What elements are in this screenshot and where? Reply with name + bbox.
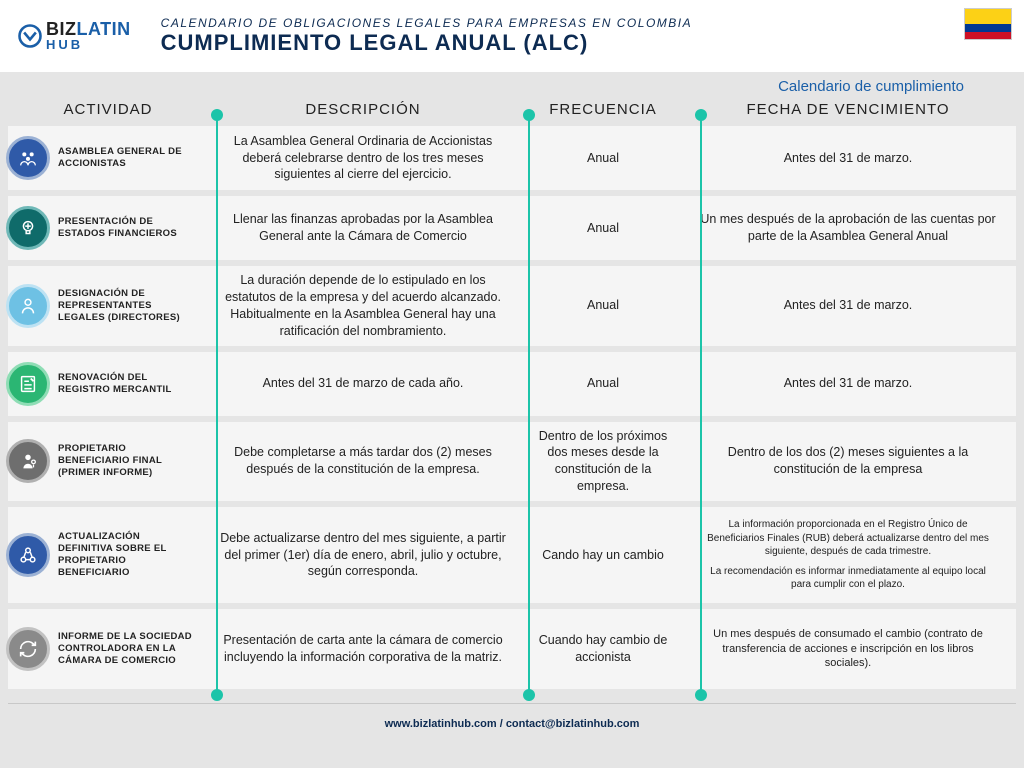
activity-cell: DESIGNACIÓN DE REPRESENTANTES LEGALES (D… <box>8 278 208 334</box>
table-row: ASAMBLEA GENERAL DE ACCIONISTAS La Asambl… <box>8 126 1016 190</box>
table-row: PROPIETARIO BENEFICIARIO FINAL (PRIMER I… <box>8 422 1016 502</box>
logo-hub: HUB <box>46 39 131 51</box>
description-cell: Llenar las finanzas aprobadas por la Asa… <box>208 205 518 251</box>
logo-latin: LATIN <box>77 19 131 39</box>
divider-line <box>700 115 702 695</box>
description-cell: Debe completarse a más tardar dos (2) me… <box>208 438 518 484</box>
col-description: DESCRIPCIÓN <box>208 101 518 118</box>
activity-label: PRESENTACIÓN DE ESTADOS FINANCIEROS <box>58 216 196 240</box>
table-row: INFORME DE LA SOCIEDAD CONTROLADORA EN L… <box>8 609 1016 689</box>
activity-cell: INFORME DE LA SOCIEDAD CONTROLADORA EN L… <box>8 621 208 677</box>
frequency-cell: Anual <box>518 369 688 398</box>
activity-cell: ASAMBLEA GENERAL DE ACCIONISTAS <box>8 130 208 186</box>
row-icon <box>6 533 50 577</box>
activity-label: INFORME DE LA SOCIEDAD CONTROLADORA EN L… <box>58 631 196 667</box>
logo-text: BIZLATIN HUB <box>46 21 131 50</box>
row-icon <box>6 627 50 671</box>
activity-label: ASAMBLEA GENERAL DE ACCIONISTAS <box>58 146 196 170</box>
description-cell: La Asamblea General Ordinaria de Accioni… <box>208 127 518 190</box>
header-bar: BIZLATIN HUB CALENDARIO DE OBLIGACIONES … <box>0 0 1024 72</box>
description-cell: Debe actualizarse dentro del mes siguien… <box>208 524 518 587</box>
frequency-cell: Anual <box>518 144 688 173</box>
table-row: DESIGNACIÓN DE REPRESENTANTES LEGALES (D… <box>8 266 1016 346</box>
row-icon <box>6 136 50 180</box>
table-row: RENOVACIÓN DEL REGISTRO MERCANTIL Antes d… <box>8 352 1016 416</box>
due-cell: Antes del 31 de marzo. <box>688 144 1008 173</box>
colombia-flag-icon <box>964 8 1012 40</box>
col-activity: ACTIVIDAD <box>8 101 208 118</box>
title-block: CALENDARIO DE OBLIGACIONES LEGALES PARA … <box>161 16 1008 56</box>
row-icon <box>6 206 50 250</box>
frequency-cell: Cando hay un cambio <box>518 541 688 570</box>
compliance-table: ACTIVIDAD DESCRIPCIÓN FRECUENCIA FECHA D… <box>8 101 1016 689</box>
due-cell: Antes del 31 de marzo. <box>688 291 1008 320</box>
description-cell: Antes del 31 de marzo de cada año. <box>208 369 518 398</box>
due-cell: Un mes después de la aprobación de las c… <box>688 205 1008 251</box>
table-header: ACTIVIDAD DESCRIPCIÓN FRECUENCIA FECHA D… <box>8 101 1016 126</box>
table-row: ACTUALIZACIÓN DEFINITIVA SOBRE EL PROPIE… <box>8 507 1016 603</box>
activity-label: RENOVACIÓN DEL REGISTRO MERCANTIL <box>58 372 196 396</box>
table-row: PRESENTACIÓN DE ESTADOS FINANCIEROS Llena… <box>8 196 1016 260</box>
pretitle: CALENDARIO DE OBLIGACIONES LEGALES PARA … <box>161 16 1008 30</box>
activity-label: PROPIETARIO BENEFICIARIO FINAL (PRIMER I… <box>58 443 196 479</box>
due-cell: Un mes después de consumado el cambio (c… <box>688 621 1008 678</box>
row-icon <box>6 439 50 483</box>
activity-cell: ACTUALIZACIÓN DEFINITIVA SOBRE EL PROPIE… <box>8 525 208 585</box>
activity-label: DESIGNACIÓN DE REPRESENTANTES LEGALES (D… <box>58 288 196 324</box>
divider-line <box>528 115 530 695</box>
page-title: CUMPLIMIENTO LEGAL ANUAL (ALC) <box>161 30 1008 56</box>
col-frequency: FRECUENCIA <box>518 101 688 118</box>
activity-cell: PROPIETARIO BENEFICIARIO FINAL (PRIMER I… <box>8 433 208 489</box>
col-due: FECHA DE VENCIMIENTO <box>688 101 1008 118</box>
logo-mark-icon <box>16 22 44 50</box>
frequency-cell: Cuando hay cambio de accionista <box>518 626 688 672</box>
row-icon <box>6 362 50 406</box>
subtitle: Calendario de cumplimiento <box>0 72 1024 97</box>
description-cell: La duración depende de lo estipulado en … <box>208 266 518 346</box>
brand-logo: BIZLATIN HUB <box>16 21 131 50</box>
frequency-cell: Anual <box>518 214 688 243</box>
activity-cell: RENOVACIÓN DEL REGISTRO MERCANTIL <box>8 356 208 412</box>
due-cell: Dentro de los dos (2) meses siguientes a… <box>688 438 1008 484</box>
due-cell: Antes del 31 de marzo. <box>688 369 1008 398</box>
activity-cell: PRESENTACIÓN DE ESTADOS FINANCIEROS <box>8 200 208 256</box>
due-cell: La información proporcionada en el Regis… <box>688 512 1008 598</box>
description-cell: Presentación de carta ante la cámara de … <box>208 626 518 672</box>
divider-line <box>216 115 218 695</box>
activity-label: ACTUALIZACIÓN DEFINITIVA SOBRE EL PROPIE… <box>58 531 196 579</box>
footer-contact: www.bizlatinhub.com / contact@bizlatinhu… <box>8 703 1016 730</box>
frequency-cell: Dentro de los próximos dos meses desde l… <box>518 422 688 502</box>
frequency-cell: Anual <box>518 291 688 320</box>
row-icon <box>6 284 50 328</box>
